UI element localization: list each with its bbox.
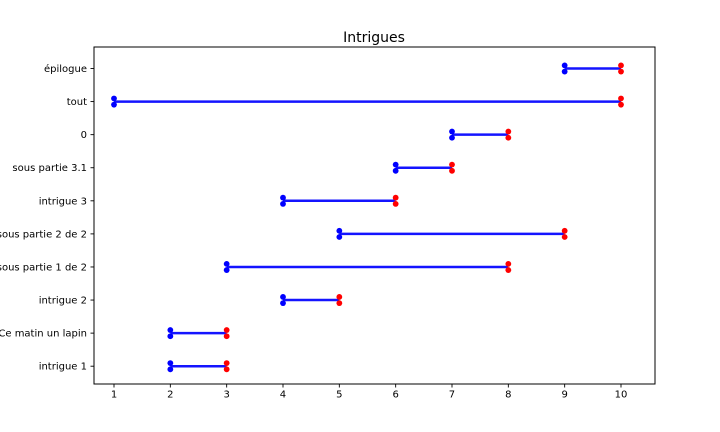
plot-border [93,46,656,385]
start-marker [561,68,568,75]
y-tick-label: tout [67,97,87,108]
end-marker [561,227,568,234]
x-tick-label: 5 [336,390,342,401]
y-tick-label: Ce matin un lapin [0,329,87,340]
end-marker [618,62,624,69]
end-marker [618,95,624,102]
start-marker [111,95,117,102]
end-marker [505,260,512,267]
x-tick-label: 1 [111,390,117,401]
y-tick-label: intrigue 2 [39,296,87,307]
end-marker [505,267,512,273]
x-tick-label: 7 [449,390,455,401]
start-marker [336,234,343,240]
start-marker [167,360,174,367]
y-tick-label: intrigue 3 [39,196,87,207]
start-marker [392,161,399,168]
end-marker [392,201,399,207]
start-marker [561,62,568,69]
x-tick-label: 8 [505,390,511,401]
start-marker [167,333,174,340]
start-marker [280,201,286,207]
start-marker [449,134,455,141]
end-marker [223,360,230,367]
end-marker [223,333,230,340]
end-marker [618,101,624,108]
x-tick-label: 10 [615,390,628,401]
end-marker [223,366,230,373]
end-marker [449,167,455,174]
x-tick-label: 9 [561,390,567,401]
x-tick-label: 4 [280,390,286,401]
end-marker [336,294,343,300]
y-tick-label: intrigue 1 [39,362,87,373]
y-tick-label: épilogue [44,63,87,75]
start-marker [167,366,174,373]
start-marker [280,294,286,300]
start-marker [167,327,174,333]
end-marker [505,128,512,135]
start-marker [111,101,117,108]
start-marker [280,194,286,201]
y-tick-label: 0 [81,130,87,141]
start-marker [392,167,399,174]
x-tick-label: 3 [223,390,229,401]
chart-title: Intrigues [343,30,405,46]
end-marker [336,300,343,307]
end-marker [223,327,230,333]
end-marker [505,134,512,141]
y-tick-label: sous partie 2 de 2 [0,229,87,240]
start-marker [449,128,455,135]
end-marker [449,161,455,168]
start-marker [336,227,343,234]
x-tick-label: 6 [392,390,398,401]
end-marker [392,194,399,201]
y-tick-label: sous partie 3.1 [12,163,87,174]
x-tick-label: 2 [167,390,173,401]
end-marker [561,234,568,240]
end-marker [618,68,624,75]
y-tick-label: sous partie 1 de 2 [0,262,87,273]
start-marker [223,260,230,267]
start-marker [223,267,230,273]
start-marker [280,300,286,307]
